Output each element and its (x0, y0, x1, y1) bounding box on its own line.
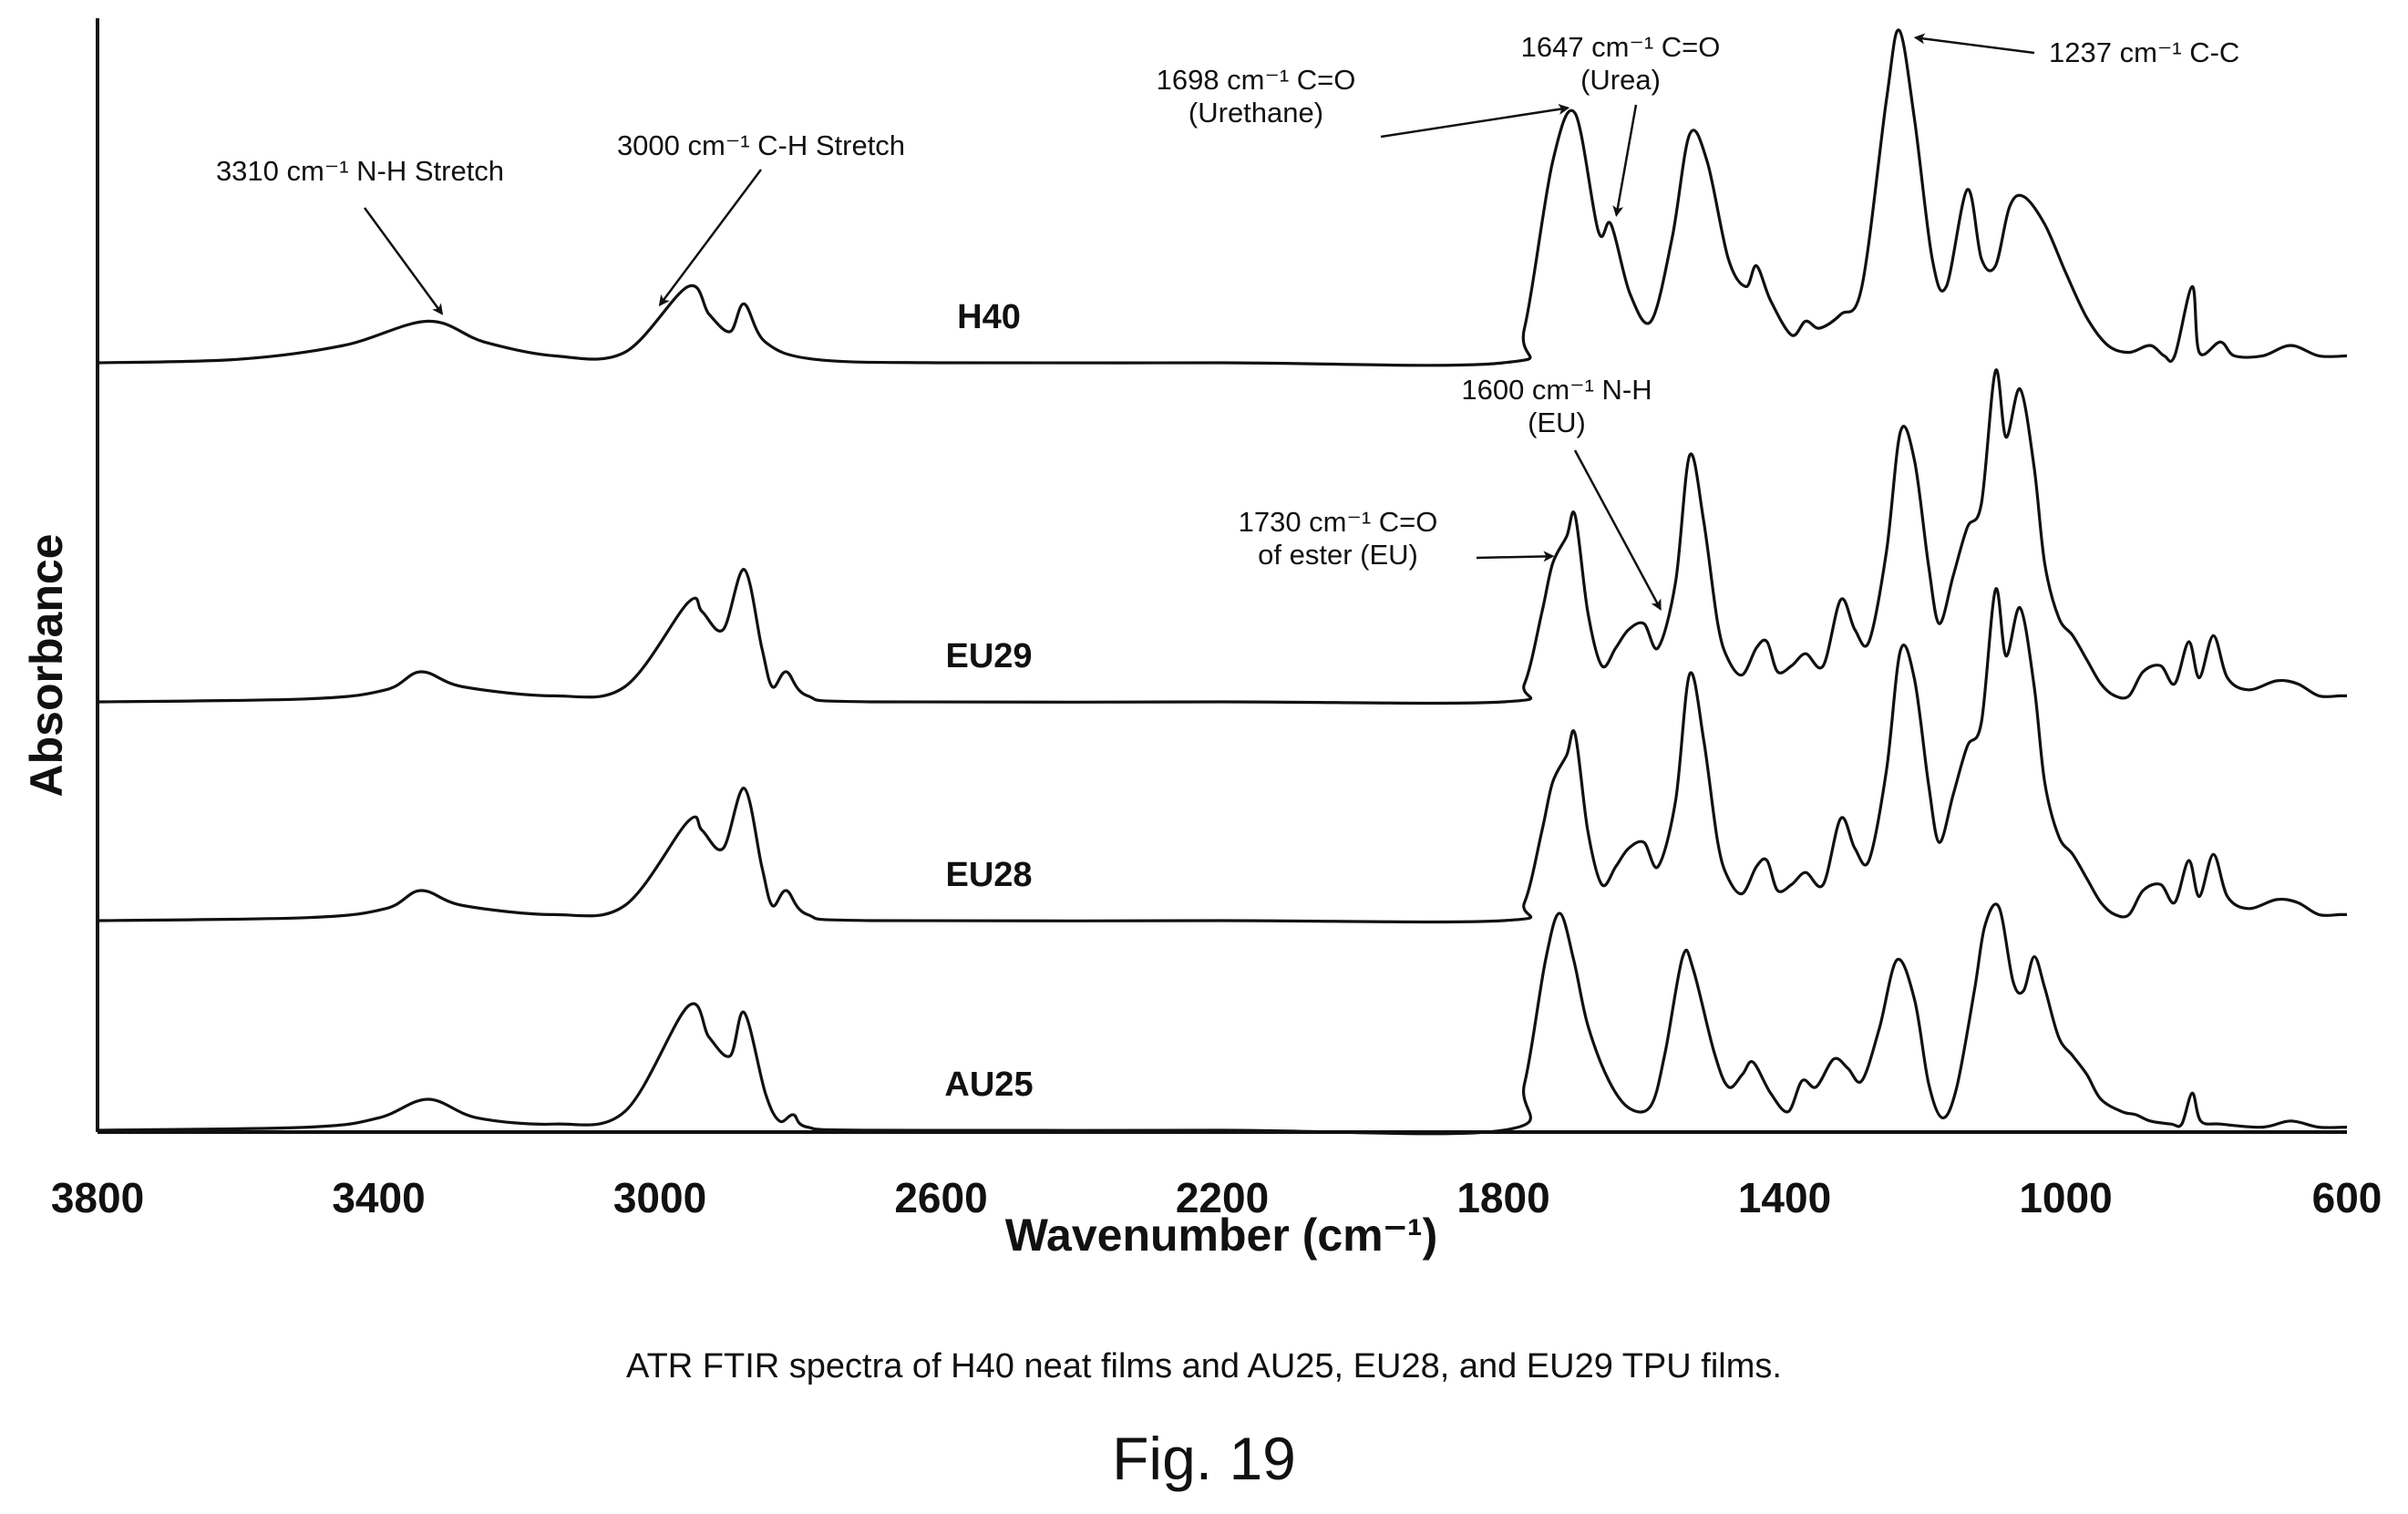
annotation-arrow-urethane (1380, 103, 1570, 139)
annotation-nh-eu-line2: (EU) (1528, 407, 1586, 438)
series-line-eu29 (97, 368, 2347, 706)
annotation-arrow-nh-stretch (363, 207, 444, 315)
series-label-layer: H40 EU29 EU28 AU25 (944, 298, 1033, 1104)
annotation-arrow-nh-eu (1573, 449, 1662, 611)
plot-area (96, 18, 2347, 1134)
x-tick-label-3400: 3400 (332, 1174, 425, 1221)
annotation-arrow-cc (1913, 33, 2035, 55)
series-line-h40 (97, 28, 2348, 367)
y-axis-title: Absorbance (21, 534, 72, 798)
annotation-urea-line2: (Urea) (1580, 64, 1661, 96)
x-tick-label-600: 600 (2312, 1174, 2382, 1221)
x-tick-label-2600: 2600 (894, 1174, 987, 1221)
annotation-ch-stretch: 3000 cm⁻¹ C-H Stretch (617, 129, 905, 161)
x-axis-title: Wavenumber (cm⁻¹) (1005, 1210, 1438, 1261)
annotation-urethane: 1698 cm⁻¹ C=O (1157, 64, 1356, 96)
x-tick-label-2200: 2200 (1176, 1174, 1269, 1221)
x-tick-layer: 3800 3400 3000 2600 2200 1800 1400 1000 600 (51, 1174, 2382, 1221)
figure-caption: ATR FTIR spectra of H40 neat films and A… (626, 1347, 1782, 1385)
series-line-eu28 (97, 587, 2347, 924)
series-layer (97, 28, 2348, 1136)
annotation-ester-line2: of ester (EU) (1258, 539, 1418, 571)
annotation-cc: 1237 cm⁻¹ C-C (2049, 36, 2239, 68)
annotation-nh-stretch: 3310 cm⁻¹ N-H Stretch (216, 155, 504, 187)
x-tick-label-3000: 3000 (613, 1174, 706, 1221)
series-label-eu29: EU29 (945, 637, 1032, 675)
annotation-nh-eu: 1600 cm⁻¹ N-H (1461, 374, 1652, 406)
series-line-au25 (97, 902, 2348, 1136)
annotation-arrow-urea (1612, 104, 1638, 217)
annotation-ester: 1730 cm⁻¹ C=O (1239, 506, 1438, 538)
figure-number: Fig. 19 (1112, 1425, 1296, 1492)
x-tick-label-3800: 3800 (51, 1174, 144, 1221)
annotation-arrow-ester (1476, 551, 1555, 562)
x-tick-label-1800: 1800 (1456, 1174, 1549, 1221)
annotation-layer: 3310 cm⁻¹ N-H Stretch 3000 cm⁻¹ C-H Stret… (216, 31, 2239, 611)
series-label-au25: AU25 (944, 1066, 1033, 1104)
annotation-arrow-ch-stretch (658, 169, 763, 307)
series-label-h40: H40 (957, 298, 1021, 336)
annotation-urea: 1647 cm⁻¹ C=O (1521, 31, 1721, 63)
x-tick-label-1000: 1000 (2019, 1174, 2112, 1221)
series-label-eu28: EU28 (945, 856, 1032, 894)
x-tick-label-1400: 1400 (1738, 1174, 1831, 1221)
annotation-urethane-line2: (Urethane) (1189, 97, 1323, 129)
